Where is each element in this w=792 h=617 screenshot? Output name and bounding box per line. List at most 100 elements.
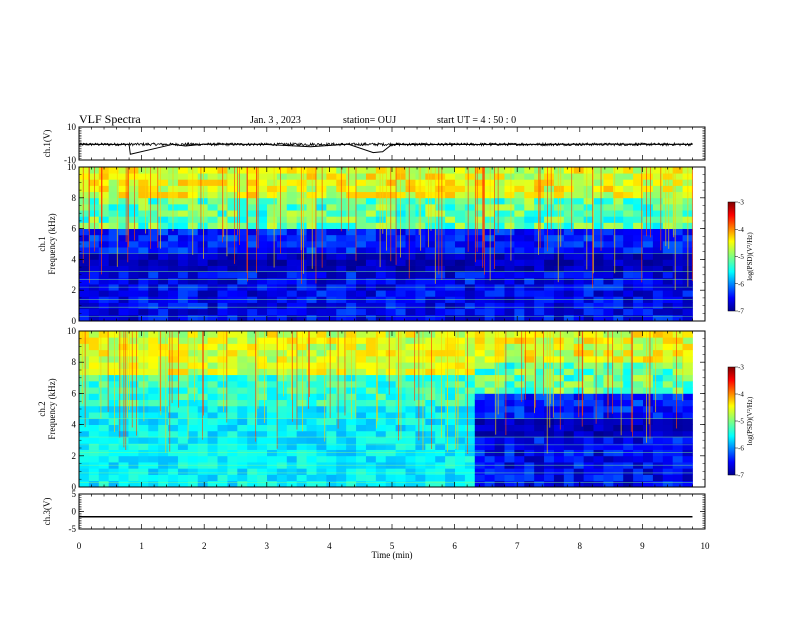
spectrogram-cell xyxy=(207,468,218,475)
spectrogram-cell xyxy=(276,179,288,186)
spectrogram-cell xyxy=(296,393,307,401)
spectrogram-cell xyxy=(128,437,139,444)
spectrogram-cell xyxy=(395,259,406,266)
spectrogram-cell xyxy=(267,480,278,488)
spectrogram-cell xyxy=(455,185,466,193)
spectrogram-cell xyxy=(593,265,604,273)
spectrogram-cell xyxy=(346,302,357,310)
spectrogram-cell xyxy=(118,302,129,310)
spectrogram-cell xyxy=(613,191,624,199)
spectrogram-cell xyxy=(148,343,159,351)
spectrogram-cell xyxy=(276,380,288,388)
spectrogram-cell xyxy=(662,374,674,382)
spectrogram-cell xyxy=(98,418,110,425)
spectrogram-cell xyxy=(286,203,298,211)
spectrogram-cell xyxy=(128,355,139,363)
spectrogram-cell xyxy=(662,265,674,273)
spectrogram-cell xyxy=(445,308,456,316)
spectrogram-cell xyxy=(425,308,436,316)
spectrogram-cell xyxy=(168,424,179,432)
spectrogram-cell xyxy=(474,173,486,180)
spectrogram-cell xyxy=(336,480,347,488)
spectrogram-cell xyxy=(425,203,436,211)
spectrogram-cell xyxy=(464,253,476,260)
spectrogram-cell xyxy=(672,167,683,174)
spectrogram-cell xyxy=(435,253,446,260)
spectrogram-cell xyxy=(435,355,446,363)
spectrogram-cell xyxy=(662,437,674,444)
spectrogram-cell xyxy=(405,387,416,394)
spectrogram-cell xyxy=(375,343,387,351)
spectrogram-cell xyxy=(177,393,189,401)
spectrogram-cell xyxy=(346,468,357,475)
y-tick-label: 0 xyxy=(72,482,77,492)
spectrogram-cell xyxy=(108,399,119,407)
spectrogram-cell xyxy=(385,468,397,475)
spectrogram-cell xyxy=(563,247,575,254)
spectrogram-cell xyxy=(623,331,634,338)
spectrogram-cell xyxy=(583,253,594,260)
spectrogram-cell xyxy=(197,290,209,297)
spectrogram-cell xyxy=(573,216,585,223)
spectrogram-cell xyxy=(316,355,327,363)
spectrogram-cell xyxy=(613,314,624,322)
spectrogram-cell xyxy=(306,277,317,285)
colorbar-tick-label: -3 xyxy=(738,364,744,372)
y-tick-label: 4 xyxy=(72,420,77,430)
spectrogram-cell xyxy=(405,405,416,413)
spectrogram-cell xyxy=(177,474,189,482)
spectrogram-cell xyxy=(217,374,228,382)
spectrogram-cell xyxy=(385,430,397,438)
spectrogram-cell xyxy=(375,405,387,413)
spectrogram-cell xyxy=(553,368,565,376)
spectrogram-cell xyxy=(207,368,218,376)
spectrogram-cell xyxy=(296,412,307,419)
spectrogram-cell xyxy=(306,197,317,205)
spectrogram-cell xyxy=(405,271,416,279)
spectrogram-cell xyxy=(88,265,100,273)
spectrogram-cell xyxy=(197,191,209,199)
spectrogram-cell xyxy=(623,228,634,236)
spectrogram-cell xyxy=(534,412,545,419)
spectrogram-cell xyxy=(672,443,683,450)
spectrogram-cell xyxy=(643,185,654,193)
spectrogram-cell xyxy=(405,443,416,450)
spectrogram-cell xyxy=(168,343,179,351)
spectrogram-cell xyxy=(494,468,505,475)
spectrogram-cell xyxy=(524,216,535,223)
spectrogram-cell xyxy=(573,203,585,211)
spectrogram-cell xyxy=(652,430,664,438)
spectrogram-cell xyxy=(207,412,218,419)
spectrogram-cell xyxy=(296,418,307,425)
spectrogram-cell xyxy=(484,430,495,438)
spectrogram-cell xyxy=(276,368,288,376)
spectrogram-cell xyxy=(267,173,278,180)
spectrogram-cell xyxy=(108,197,119,205)
spectrogram-cell xyxy=(128,277,139,285)
spectrogram-cell xyxy=(296,424,307,432)
spectrogram-cell xyxy=(504,197,515,205)
spectrogram-cell xyxy=(633,362,644,369)
spectrogram-cell xyxy=(118,290,129,297)
spectrogram-cell xyxy=(356,290,367,297)
spectrogram-cell xyxy=(98,393,110,401)
spectrogram-cell xyxy=(257,277,268,285)
x-tick-label: 6 xyxy=(452,541,457,551)
spectrogram-cell xyxy=(474,380,486,388)
spectrogram-cell xyxy=(583,265,594,273)
spectrogram-cell xyxy=(177,265,189,273)
spectrogram-cell xyxy=(425,234,436,242)
spectrogram-cell xyxy=(286,474,298,482)
spectrogram-cell xyxy=(375,216,387,223)
spectrogram-cell xyxy=(306,368,317,376)
spectrogram-cell xyxy=(633,424,644,432)
spectrogram-cell xyxy=(524,203,535,211)
spectrogram-cell xyxy=(672,405,683,413)
spectrogram-cell xyxy=(494,443,505,450)
spectrogram-cell xyxy=(514,349,525,357)
spectrogram-cell xyxy=(524,337,535,344)
spectrogram-cell xyxy=(237,374,248,382)
spectrogram-cell xyxy=(306,271,317,279)
spectrogram-cell xyxy=(267,437,278,444)
